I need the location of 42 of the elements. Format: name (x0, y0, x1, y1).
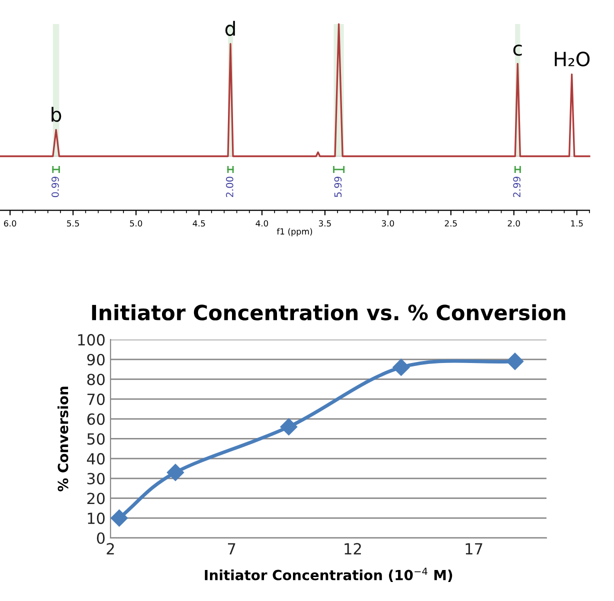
x-tick-label: 4.0 (256, 220, 268, 227)
x-axis-title: f1 (ppm) (276, 228, 312, 236)
x-axis-title: Initiator Concentration (10$^{−4}$ M) (204, 568, 452, 582)
x-tick-label: 5.0 (130, 220, 142, 227)
point (506, 352, 524, 370)
y-tick-label: 50 (87, 433, 105, 445)
x-tick-label: 4.5 (192, 220, 205, 227)
x-tick-label: 2 (106, 543, 114, 554)
band-label: 2.00 (226, 176, 234, 198)
x-tick-label: 1.5 (571, 220, 583, 227)
y-axis-title: % Conversion (58, 386, 68, 492)
y-tick-label: 20 (87, 492, 105, 504)
annotation: c (513, 44, 522, 56)
y-tick-label: 0 (96, 532, 105, 544)
point (166, 464, 184, 481)
x-tick-label: 2.5 (444, 220, 457, 227)
x-tick-label: 7 (228, 543, 236, 554)
x-tick-label: 2.0 (508, 220, 520, 227)
annotation: H₂O (554, 52, 590, 66)
y-tick-label: 30 (87, 472, 105, 484)
x-tick-label: 3.0 (382, 220, 394, 227)
x-tick-label: 12 (344, 543, 361, 554)
x-tick-label: 6.0 (4, 220, 16, 227)
x-tick-label: 17 (466, 543, 482, 554)
chart-title: Initiator Concentration vs. % Conversion (92, 304, 566, 320)
annotation: d (225, 20, 235, 36)
y-tick-label: 70 (87, 394, 105, 406)
y-tick-label: 10 (88, 512, 105, 524)
y-tick-label: 100 (78, 334, 105, 346)
point (280, 418, 298, 436)
annotation: b (52, 106, 62, 122)
y-tick-label: 80 (87, 374, 105, 386)
band-label: 0.99 (52, 176, 59, 198)
band-label: 2.99 (513, 176, 520, 198)
y-tick-label: 40 (86, 453, 105, 465)
legend-label: 5.99 (334, 176, 342, 197)
point (110, 510, 128, 527)
x-tick-label: 5.5 (67, 220, 79, 227)
x-tick-label: 3.5 (318, 220, 331, 227)
y-tick-label: 60 (87, 413, 105, 425)
point (392, 358, 410, 376)
y-tick-label: 90 (87, 354, 105, 366)
